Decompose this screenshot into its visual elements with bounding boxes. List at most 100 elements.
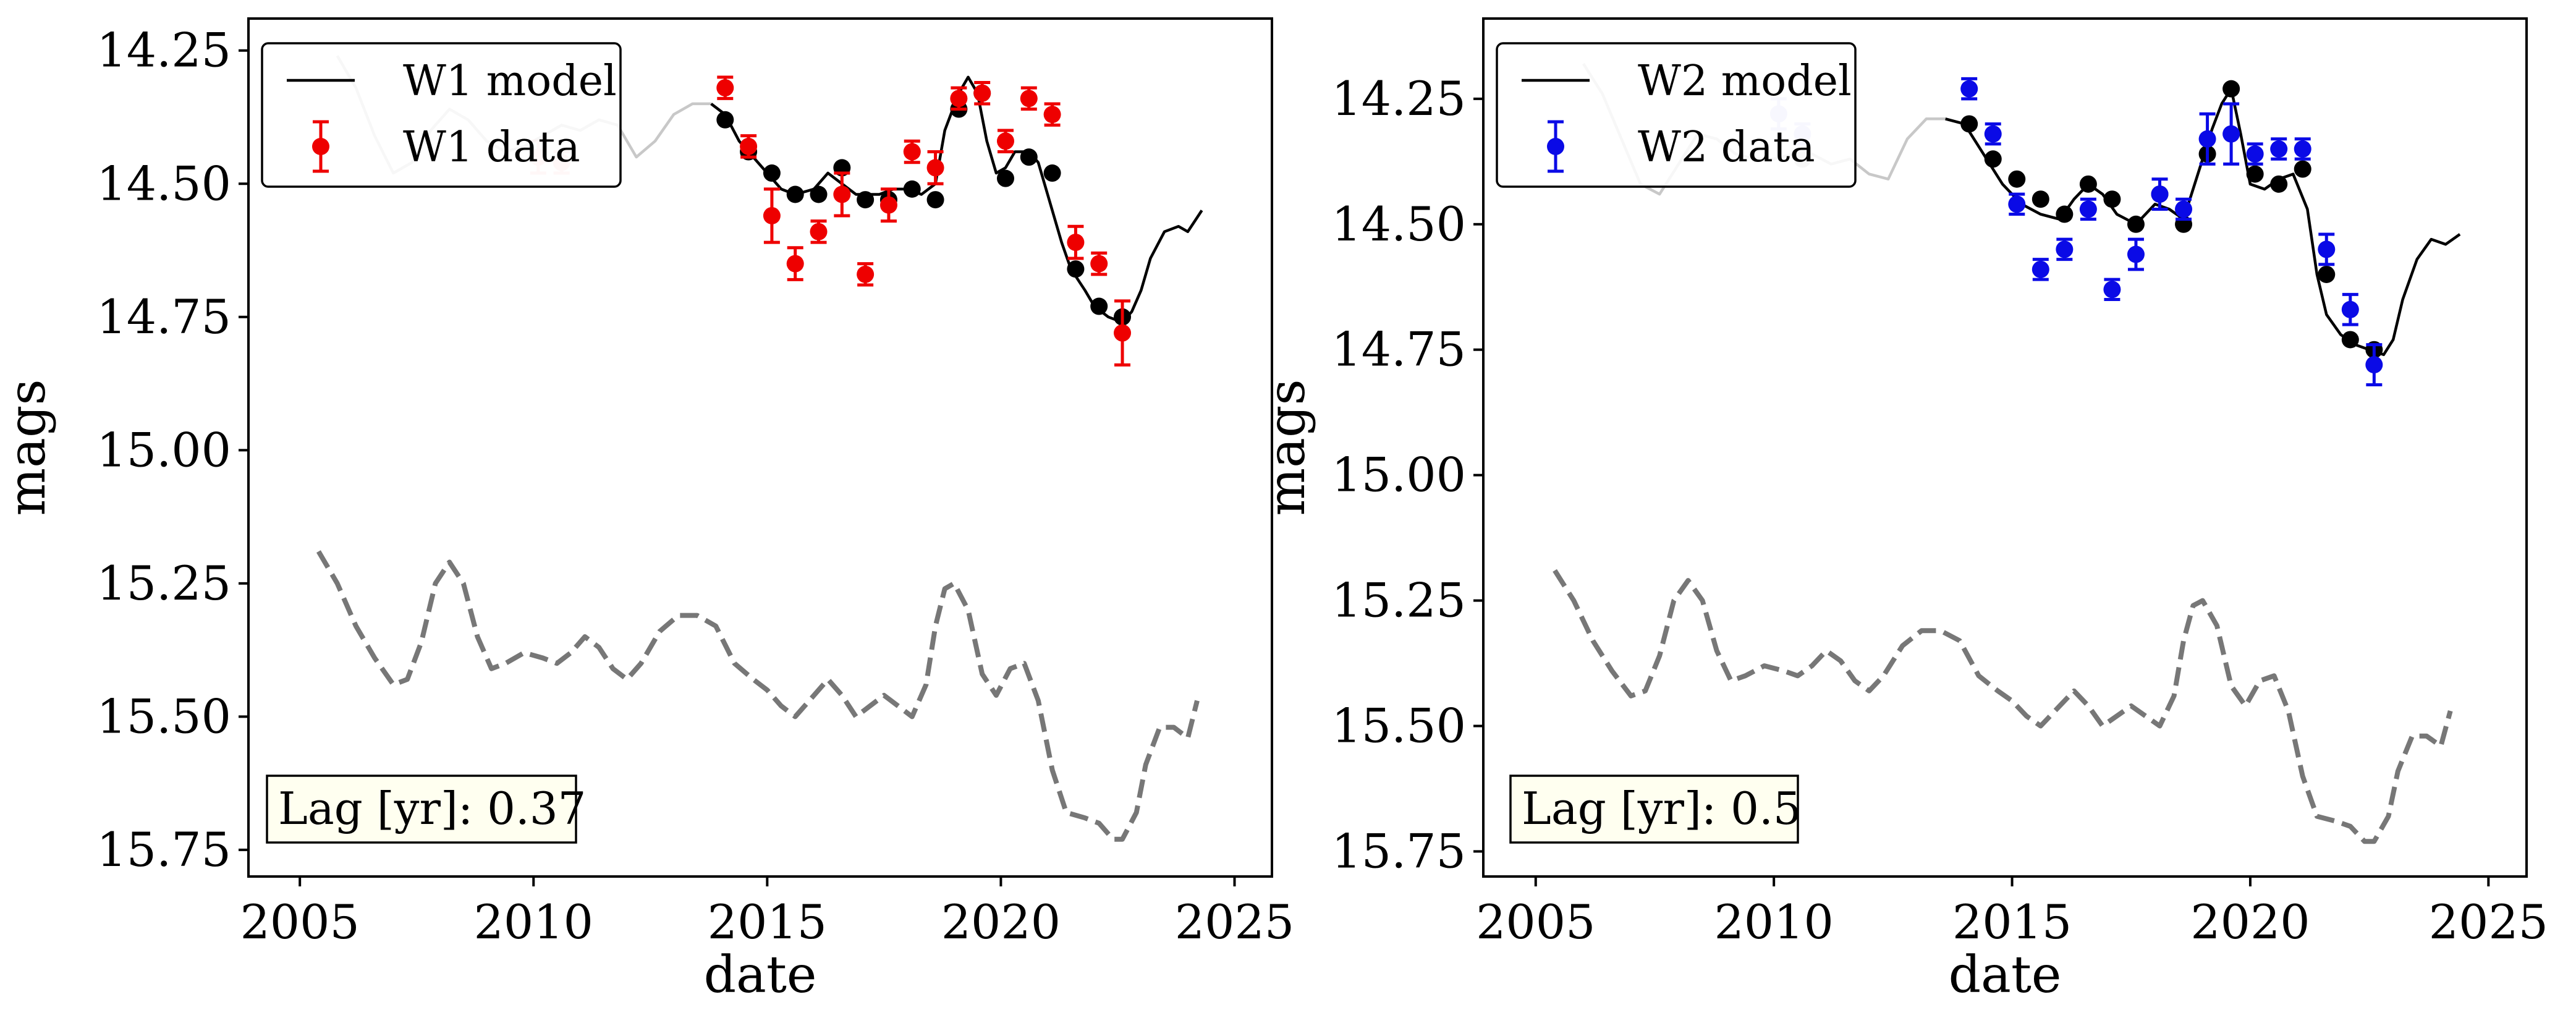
x-tick-label: 2010: [1714, 894, 1833, 949]
lag-box-frame: [1509, 775, 1799, 844]
dashed-series-line: [1553, 569, 2453, 844]
data-marker: [2127, 245, 2145, 263]
sampled-point: [810, 185, 828, 203]
data-marker: [2318, 240, 2336, 258]
x-tick-label: 2020: [2190, 894, 2310, 949]
y-tick-label: 14.75: [96, 289, 231, 344]
data-point: [1067, 224, 1085, 260]
legend-data-marker: [1547, 138, 1564, 155]
data-point: [716, 75, 734, 100]
data-marker: [1114, 324, 1132, 342]
y-axis-title: mags: [0, 379, 57, 516]
data-point: [926, 150, 944, 185]
legend-data-label: W2 data: [1638, 123, 1815, 172]
data-marker: [879, 196, 897, 214]
data-marker: [973, 84, 991, 102]
x-tick-label: 2015: [708, 894, 827, 949]
sampled-point: [2127, 215, 2145, 233]
sampled-point: [2079, 175, 2097, 193]
axes-frame: [247, 17, 1273, 878]
sampled-point: [2032, 190, 2049, 208]
data-point: [2341, 292, 2359, 326]
legend: W2 model W2 data: [1496, 42, 1857, 188]
data-point: [2175, 197, 2193, 221]
data-marker: [2032, 260, 2049, 278]
sampled-point: [1960, 115, 1978, 133]
data-marker: [950, 90, 968, 108]
data-marker: [740, 137, 758, 155]
y-tick-label: 14.25: [1331, 71, 1466, 126]
plot-area: [316, 55, 1203, 842]
data-marker: [2056, 240, 2074, 258]
sampled-point: [2008, 170, 2026, 188]
sampled-point: [996, 169, 1014, 187]
data-point: [2294, 137, 2311, 161]
data-marker: [2222, 125, 2240, 143]
legend-data-marker: [312, 138, 329, 155]
plot-area: [1553, 62, 2461, 844]
sampled-point: [1043, 164, 1061, 182]
sampled-point: [2246, 165, 2264, 183]
data-marker: [2103, 281, 2121, 299]
data-marker: [2008, 195, 2026, 213]
y-tick-label: 14.50: [96, 156, 231, 211]
data-point: [2032, 258, 2049, 281]
data-point: [2198, 112, 2216, 166]
data-point: [2246, 142, 2264, 166]
sampled-point: [716, 111, 734, 129]
data-point: [2127, 237, 2145, 271]
x-tick-label: 2005: [240, 894, 359, 949]
data-point: [1043, 102, 1061, 127]
data-marker: [2151, 185, 2169, 203]
y-tick-label: 15.50: [96, 689, 231, 744]
data-marker: [2294, 140, 2311, 158]
lag-text: Lag [yr]: 0.37: [278, 783, 586, 834]
data-marker: [833, 185, 851, 203]
sampled-point: [857, 191, 875, 209]
x-tick-label: 2020: [941, 894, 1061, 949]
data-point: [740, 134, 758, 159]
sampled-point: [1090, 297, 1108, 315]
sampled-point: [2270, 175, 2288, 193]
data-marker: [903, 143, 921, 161]
y-tick-label: 15.00: [1331, 448, 1466, 503]
y-tick-label: 15.25: [96, 556, 231, 611]
data-point: [2079, 197, 2097, 221]
y-tick-label: 14.75: [1331, 322, 1466, 377]
sampled-point: [2056, 205, 2074, 223]
y-tick-label: 15.75: [96, 822, 231, 877]
y-axis-title: mags: [1258, 379, 1316, 516]
legend-data-label: W1 data: [403, 123, 580, 172]
data-marker: [2246, 145, 2264, 163]
data-marker: [716, 79, 734, 97]
sampled-point: [763, 164, 781, 182]
x-tick-label: 2015: [1952, 894, 2072, 949]
dashed-series-line: [316, 550, 1200, 842]
data-point: [950, 86, 968, 111]
legend-model-label: W1 model: [403, 57, 617, 106]
data-marker: [2079, 200, 2097, 218]
data-point: [2151, 177, 2169, 211]
sampled-point: [926, 191, 944, 209]
x-axis-title: date: [704, 946, 817, 1004]
data-point: [833, 171, 851, 218]
data-marker: [857, 265, 875, 283]
sampled-point: [903, 180, 921, 198]
y-tick-label: 14.25: [96, 23, 231, 78]
data-point: [2270, 137, 2288, 161]
data-marker: [810, 223, 828, 240]
sampled-point: [1984, 150, 2002, 168]
sampled-point: [1067, 260, 1085, 278]
data-point: [1090, 251, 1108, 276]
x-axis-title: date: [1949, 946, 2062, 1004]
data-marker: [2270, 140, 2288, 158]
data-point: [903, 139, 921, 164]
data-marker: [2175, 200, 2193, 218]
data-marker: [1043, 106, 1061, 124]
y-tick-label: 15.75: [1331, 823, 1466, 878]
data-marker: [926, 159, 944, 177]
data-marker: [1984, 125, 2002, 143]
sampled-point: [1020, 148, 1038, 166]
lag-box: Lag [yr]: 0.5: [1509, 775, 1802, 844]
